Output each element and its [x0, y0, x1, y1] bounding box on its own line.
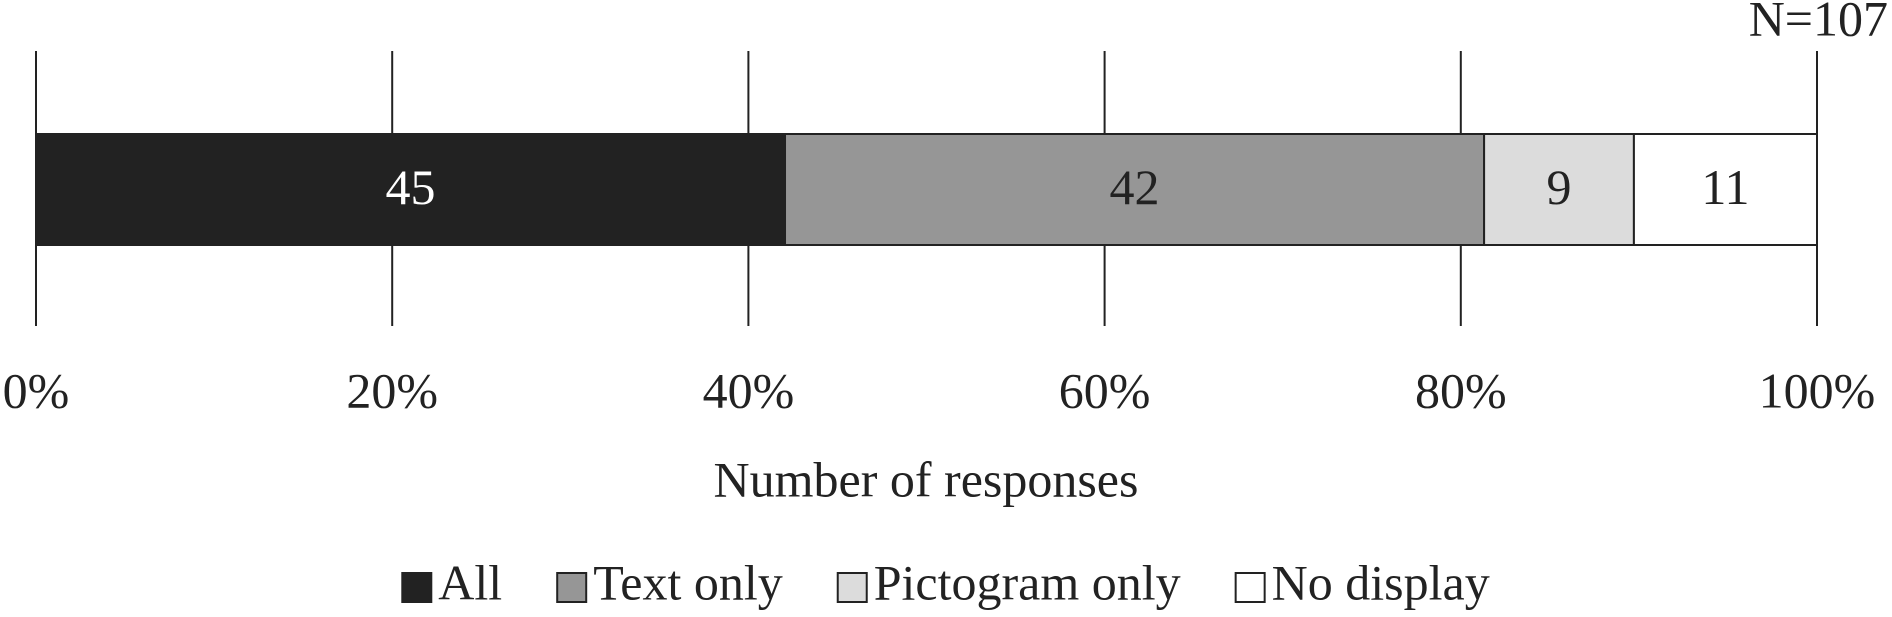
legend-label: No display: [1272, 554, 1490, 610]
x-axis-label: Number of responses: [714, 451, 1139, 507]
legend-label: Text only: [593, 554, 783, 610]
bar-segment: [1632, 133, 1818, 246]
legend-swatch: [401, 572, 433, 603]
x-tick-label: 0%: [3, 362, 70, 418]
x-tick-label: 60%: [1059, 362, 1151, 418]
x-tick-label: 20%: [346, 362, 438, 418]
legend-label: All: [438, 554, 502, 610]
data-label: 45: [386, 159, 436, 215]
legend-swatch: [1234, 572, 1266, 603]
legend-swatch: [836, 572, 868, 603]
legend-label: Pictogram only: [874, 554, 1181, 610]
annotation: N=107: [1749, 0, 1888, 46]
bar-segment: [35, 133, 787, 246]
data-label: 9: [1547, 159, 1572, 215]
legend: All Text only Pictogram only No display: [401, 554, 1490, 610]
x-tick-label: 40%: [703, 362, 795, 418]
data-label: 11: [1701, 159, 1749, 215]
x-tick-label: 80%: [1415, 362, 1507, 418]
data-label: 42: [1110, 159, 1160, 215]
legend-swatch: [556, 572, 588, 603]
x-tick-label: 100%: [1759, 362, 1876, 418]
